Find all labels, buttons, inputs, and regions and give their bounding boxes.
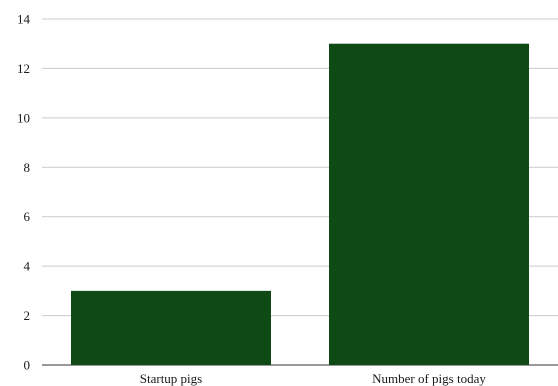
x-category-label: Startup pigs [140,371,202,386]
y-tick-label: 0 [24,358,31,373]
x-axis-category-labels: Startup pigs Number of pigs today [140,371,487,386]
bars [71,43,529,365]
bar-2 [329,43,529,365]
bar-1 [71,290,271,365]
y-tick-label: 14 [17,12,31,27]
y-axis-tick-labels: 0 2 4 6 8 10 12 14 [17,12,31,373]
y-tick-label: 4 [24,259,31,274]
x-category-label: Number of pigs today [372,371,486,386]
y-tick-label: 10 [17,110,30,125]
y-tick-label: 8 [24,160,31,175]
y-tick-label: 6 [24,209,31,224]
y-tick-label: 2 [24,308,31,323]
y-tick-label: 12 [17,61,30,76]
